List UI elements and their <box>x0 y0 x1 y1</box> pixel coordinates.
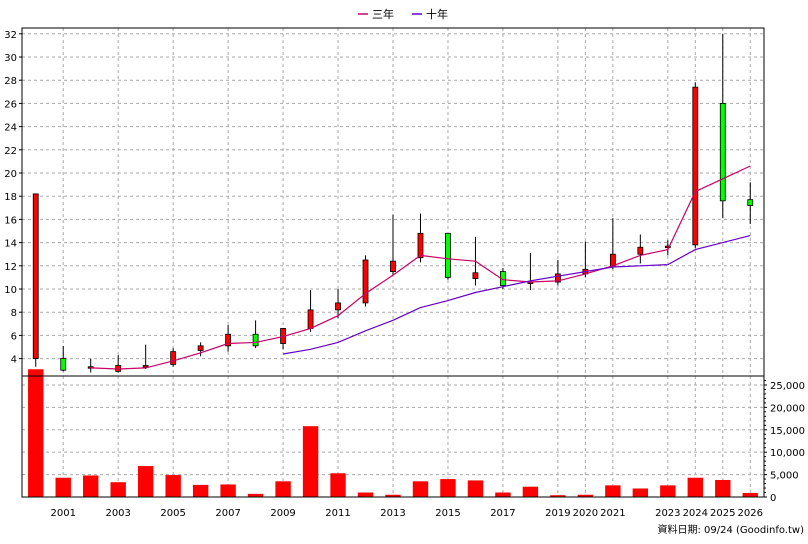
candle-body <box>60 358 67 371</box>
volume-bar <box>220 484 236 497</box>
volume-bar <box>83 475 99 497</box>
candle-body <box>32 193 39 360</box>
candle-body <box>225 333 232 347</box>
x-tick-label: 2020 <box>573 508 598 519</box>
x-tick-label: 2015 <box>435 508 460 519</box>
volume-tick-label: 25,000 <box>770 381 805 392</box>
candle-body <box>472 272 479 279</box>
x-tick-label: 2024 <box>683 508 708 519</box>
volume-bar <box>110 482 126 497</box>
candle-body <box>719 103 726 202</box>
volume-bar <box>577 494 594 497</box>
price-tick-label: 8 <box>11 308 17 319</box>
candle-body <box>637 246 644 255</box>
x-tick-label: 2007 <box>215 508 240 519</box>
price-tick-label: 12 <box>4 262 17 273</box>
x-tick-label: 2011 <box>325 508 350 519</box>
ma-line-ten-year <box>282 235 751 355</box>
ma-line-three-year <box>90 165 751 370</box>
x-tick-label: 2005 <box>160 508 185 519</box>
volume-panel-frame <box>21 375 765 498</box>
volume-bar <box>55 477 71 497</box>
x-tick-label: 2003 <box>105 508 130 519</box>
candle-body <box>747 199 754 206</box>
price-tick-label: 30 <box>4 53 17 64</box>
volume-bar <box>550 495 566 497</box>
volume-tick-label: 15,000 <box>770 426 805 437</box>
legend: 三年 十年 <box>358 7 448 21</box>
volume-bar <box>165 475 181 497</box>
candle-body <box>390 260 396 273</box>
axis-layer: 2001 2003 2005 2007 2009 2011 2013 2015 2017 2019… <box>4 30 805 519</box>
price-tick-label: 10 <box>4 285 17 296</box>
candle-body <box>664 245 671 248</box>
candle-body <box>445 232 451 278</box>
volume-bar <box>495 492 511 497</box>
x-tick-label: 2021 <box>600 508 625 519</box>
volume-bar <box>247 493 264 497</box>
x-tick-label: 2023 <box>655 508 680 519</box>
candle-body <box>142 365 149 368</box>
candle-body <box>170 351 177 365</box>
volume-bar <box>275 481 291 497</box>
volume-tick-label: 5,000 <box>770 471 799 482</box>
volume-bar <box>522 486 539 497</box>
volume-tick-label: 0 <box>770 493 776 504</box>
candle-body <box>307 309 314 329</box>
candle-body <box>417 232 424 259</box>
price-tick-label: 32 <box>4 30 17 41</box>
price-tick-label: 20 <box>4 169 17 180</box>
x-tick-label: 2001 <box>50 508 75 519</box>
volume-tick-label: 20,000 <box>770 403 805 414</box>
price-tick-label: 18 <box>4 192 17 203</box>
candle-body <box>197 345 204 351</box>
footer-source: 資料日期: 09/24 (Goodinfo.tw) <box>657 523 804 536</box>
volume-bar <box>192 484 209 497</box>
price-tick-label: 22 <box>4 146 17 157</box>
volume-bar <box>385 494 401 497</box>
candle-body <box>362 259 369 304</box>
price-tick-label: 28 <box>4 76 17 87</box>
volume-bar <box>742 492 758 497</box>
price-tick-label: 16 <box>4 215 17 226</box>
volume-bar <box>632 488 649 497</box>
x-tick-label: 2025 <box>710 508 735 519</box>
volume-bar <box>357 492 374 497</box>
price-tick-label: 26 <box>4 99 17 110</box>
price-tick-label: 24 <box>4 123 17 134</box>
candle-body <box>335 302 341 311</box>
legend-label: 三年 <box>372 7 394 21</box>
volume-bar <box>302 426 319 497</box>
volume-bar <box>687 477 703 497</box>
price-tick-label: 6 <box>11 331 17 342</box>
x-tick-label: 2009 <box>270 508 295 519</box>
volume-bar <box>605 485 621 497</box>
candle-body <box>692 86 699 246</box>
frame-layer <box>21 27 765 498</box>
candle-body <box>252 333 259 347</box>
volume-bar <box>330 473 346 497</box>
volume-bar <box>467 480 484 497</box>
price-tick-label: 14 <box>4 239 17 250</box>
volume-tick-label: 10,000 <box>770 448 805 459</box>
volume-bar <box>440 479 456 497</box>
volume-layer <box>28 369 758 497</box>
volume-bar <box>715 479 731 497</box>
price-tick-label: 4 <box>11 355 17 366</box>
legend-label: 十年 <box>426 7 448 21</box>
volume-bar <box>660 485 676 497</box>
volume-bar <box>137 466 154 497</box>
volume-bar <box>412 481 429 497</box>
volume-bar <box>28 369 44 497</box>
x-tick-label: 2019 <box>545 508 570 519</box>
x-tick-label: 2026 <box>738 508 763 519</box>
x-tick-label: 2013 <box>380 508 405 519</box>
x-tick-label: 2017 <box>490 508 515 519</box>
candle-body <box>554 273 561 283</box>
ma-line-layer <box>90 165 751 370</box>
candle-layer <box>32 33 754 373</box>
